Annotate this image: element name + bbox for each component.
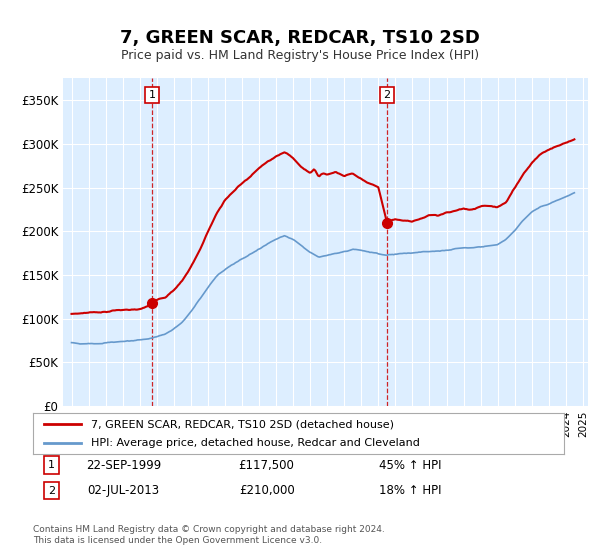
Text: 7, GREEN SCAR, REDCAR, TS10 2SD (detached house): 7, GREEN SCAR, REDCAR, TS10 2SD (detache… bbox=[91, 419, 394, 429]
Text: 1: 1 bbox=[148, 90, 155, 100]
Text: 22-SEP-1999: 22-SEP-1999 bbox=[86, 459, 161, 472]
Text: 2: 2 bbox=[48, 486, 55, 496]
Text: 18% ↑ HPI: 18% ↑ HPI bbox=[379, 484, 441, 497]
Text: HPI: Average price, detached house, Redcar and Cleveland: HPI: Average price, detached house, Redc… bbox=[91, 438, 420, 447]
Text: Contains HM Land Registry data © Crown copyright and database right 2024.
This d: Contains HM Land Registry data © Crown c… bbox=[33, 525, 385, 545]
Text: 2: 2 bbox=[383, 90, 391, 100]
Text: 45% ↑ HPI: 45% ↑ HPI bbox=[379, 459, 441, 472]
Text: Price paid vs. HM Land Registry's House Price Index (HPI): Price paid vs. HM Land Registry's House … bbox=[121, 49, 479, 63]
Text: £210,000: £210,000 bbox=[239, 484, 295, 497]
Text: 7, GREEN SCAR, REDCAR, TS10 2SD: 7, GREEN SCAR, REDCAR, TS10 2SD bbox=[120, 29, 480, 47]
Text: 1: 1 bbox=[48, 460, 55, 470]
Text: £117,500: £117,500 bbox=[239, 459, 295, 472]
Text: 02-JUL-2013: 02-JUL-2013 bbox=[87, 484, 160, 497]
